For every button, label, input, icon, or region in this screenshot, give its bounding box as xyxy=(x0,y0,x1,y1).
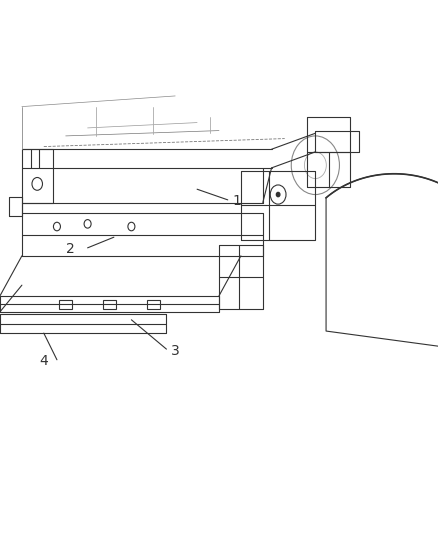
Text: 2: 2 xyxy=(66,243,74,256)
Bar xyxy=(103,300,116,309)
Circle shape xyxy=(276,192,280,197)
Bar xyxy=(147,300,160,309)
Text: 1: 1 xyxy=(232,194,241,208)
Bar xyxy=(59,300,72,309)
Text: 4: 4 xyxy=(39,354,48,368)
Text: 3: 3 xyxy=(171,344,180,358)
